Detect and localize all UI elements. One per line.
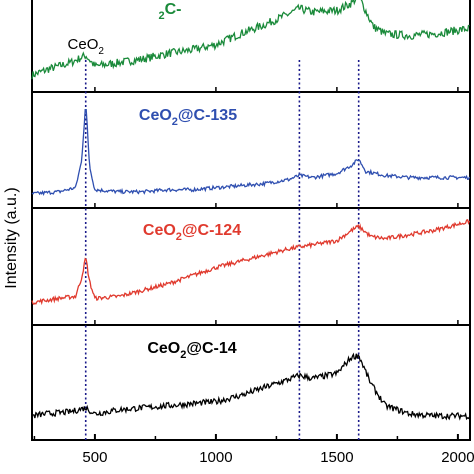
x-tick-label: 1000 [199,449,232,466]
series-line-1 [31,0,470,80]
series-label-3: CeO2@C-124 [143,222,241,243]
series-group [31,0,471,421]
series-label-1: 2C- [158,1,181,22]
panel-frame-4 [31,324,471,441]
series-line-4 [31,352,471,421]
peak-annotation-label: CeO2 [68,36,105,57]
series-label-4: CeO2@C-14 [147,340,236,361]
panel-frame-3 [31,207,471,326]
panels [31,0,471,441]
x-tick-label: 2000 [441,449,474,466]
series-line-2 [31,108,471,196]
series-label-2: CeO2@C-135 [139,107,237,128]
series-labels: 2C- CeO2@C-135 CeO2@C-124 CeO2@C-14 [139,1,241,361]
y-axis-title: Intensity (a.u.) [3,187,20,288]
x-tick-label: 1500 [320,449,353,466]
x-axis-ticks: 500 1000 1500 2000 [33,87,474,466]
series-line-3 [31,218,471,306]
x-tick-label: 500 [82,449,107,466]
